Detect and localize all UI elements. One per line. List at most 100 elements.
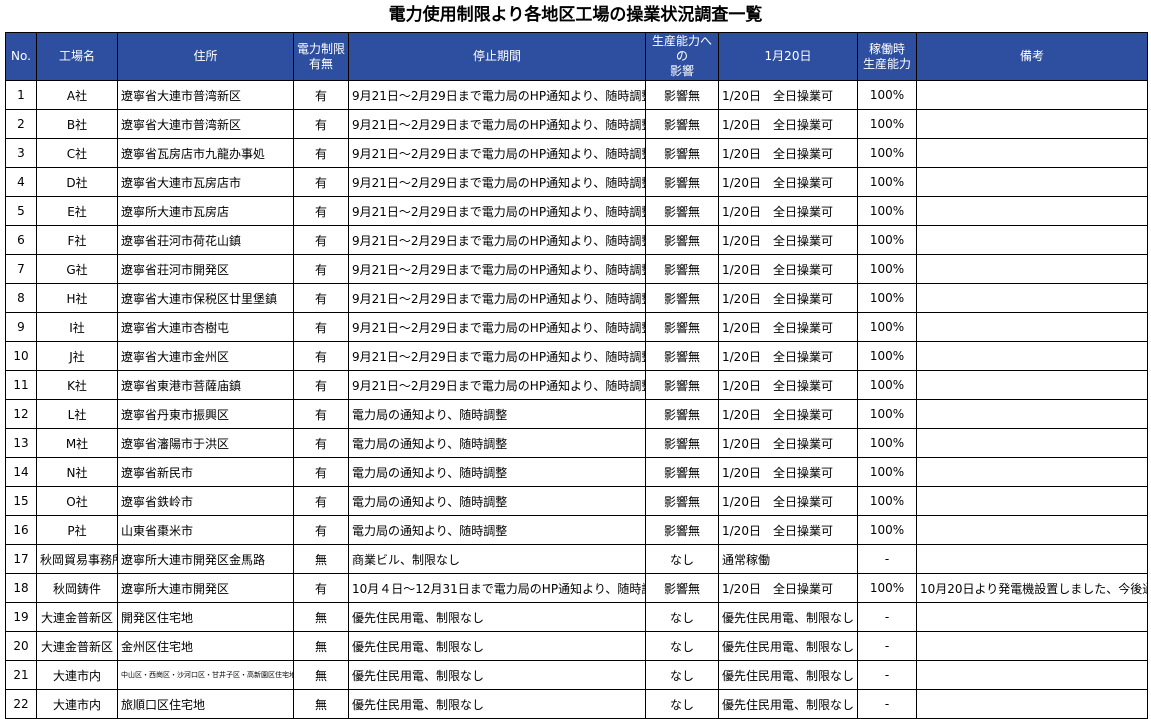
table-cell: 15 — [5, 486, 37, 516]
table-cell: 電力局の通知より、随時調整 — [348, 515, 646, 545]
table-cell: 無 — [293, 544, 349, 574]
header-row: No. 工場名 住所 電力制限 有無 停止期間 生産能力への 影響 1月20日 稼働時 生産能… — [5, 32, 1148, 81]
table-cell: 有 — [293, 254, 349, 284]
table-cell: 21 — [5, 660, 37, 690]
table-cell: 遼寧省大連市瓦房店市 — [117, 167, 294, 197]
table-cell: 1/20日 全日操業可 — [718, 341, 858, 371]
table-row: 3 C社 遼寧省瓦房店市九龍办事処有 9月21日～2月29日まで電力局のHP通知より、… — [5, 138, 1148, 168]
table-cell: 1/20日 全日操業可 — [718, 573, 858, 603]
table-row: 13 M社 遼寧省瀋陽市于洪区有電力局の通知より、随時調整 影響無 1/20日 全日操業… — [5, 428, 1148, 458]
table-cell: 有 — [293, 138, 349, 168]
table-cell: 影響無 — [645, 573, 719, 603]
table-cell: 1/20日 全日操業可 — [718, 167, 858, 197]
table-cell: 有 — [293, 457, 349, 487]
table-cell: 遼寧省大連市普湾新区 — [117, 109, 294, 139]
table-cell: 100% — [857, 196, 917, 226]
table-row: 16 P社 山東省棗米市有電力局の通知より、随時調整 影響無 1/20日 全日操業可 10… — [5, 515, 1148, 545]
table-cell: 100% — [857, 109, 917, 139]
table-cell: 9月21日～2月29日まで電力局のHP通知より、随時調整 — [348, 312, 646, 342]
table-cell: 11 — [5, 370, 37, 400]
table-cell: - — [857, 544, 917, 574]
table-row: 15 O社 遼寧省鉄岭市有電力局の通知より、随時調整 影響無 1/20日 全日操業可 10… — [5, 486, 1148, 516]
table-cell: 影響無 — [645, 138, 719, 168]
table-cell: K社 — [36, 370, 118, 400]
table-cell: なし — [645, 602, 719, 632]
table-cell: 有 — [293, 428, 349, 458]
table-cell: 1/20日 全日操業可 — [718, 109, 858, 139]
table-cell — [916, 80, 1148, 110]
table-row: 22 大連市内 旅順口区住宅地無優先住民用電、制限なし なし 優先住民用電、制限なし - — [5, 689, 1148, 719]
table-cell: - — [857, 689, 917, 719]
status-table: No. 工場名 住所 電力制限 有無 停止期間 生産能力への 影響 1月20日 稼働時 生産能… — [5, 32, 1148, 719]
table-cell: 開発区住宅地 — [117, 602, 294, 632]
table-cell: 19 — [5, 602, 37, 632]
table-cell: 9月21日～2月29日まで電力局のHP通知より、随時調整 — [348, 80, 646, 110]
table-cell: L社 — [36, 399, 118, 429]
table-cell: 影響無 — [645, 428, 719, 458]
table-cell: 18 — [5, 573, 37, 603]
table-row: 9 I社 遼寧省大連市杏樹屯有 9月21日～2月29日まで電力局のHP通知より、随時調… — [5, 312, 1148, 342]
table-row: 4 D社 遼寧省大連市瓦房店市有 9月21日～2月29日まで電力局のHP通知より、随時… — [5, 167, 1148, 197]
table-cell: H社 — [36, 283, 118, 313]
table-cell: 影響無 — [645, 196, 719, 226]
table-cell: 9月21日～2月29日まで電力局のHP通知より、随時調整 — [348, 283, 646, 313]
table-cell: 9月21日～2月29日まで電力局のHP通知より、随時調整 — [348, 109, 646, 139]
table-cell: 1/20日 全日操業可 — [718, 515, 858, 545]
header-cell: 工場名 — [36, 32, 118, 81]
table-cell: 山東省棗米市 — [117, 515, 294, 545]
table-cell: 秋岡鋳件 — [36, 573, 118, 603]
table-cell: N社 — [36, 457, 118, 487]
table-cell: 優先住民用電、制限なし — [348, 660, 646, 690]
table-cell: 100% — [857, 167, 917, 197]
table-cell: 1/20日 全日操業可 — [718, 428, 858, 458]
header-cell: 備考 — [916, 32, 1148, 81]
table-cell: 優先住民用電、制限なし — [348, 602, 646, 632]
table-cell: 17 — [5, 544, 37, 574]
table-cell: 遼寧省大連市保税区廿里堡鎮 — [117, 283, 294, 313]
table-cell: 1/20日 全日操業可 — [718, 457, 858, 487]
table-cell: 10 — [5, 341, 37, 371]
table-cell: J社 — [36, 341, 118, 371]
table-cell: 遼寧省鉄岭市 — [117, 486, 294, 516]
table-cell: なし — [645, 660, 719, 690]
table-cell: 9月21日～2月29日まで電力局のHP通知より、随時調整 — [348, 254, 646, 284]
table-cell: 影響無 — [645, 312, 719, 342]
table-cell: 1/20日 全日操業可 — [718, 370, 858, 400]
table-cell — [916, 341, 1148, 371]
table-cell: 100% — [857, 80, 917, 110]
table-cell: 100% — [857, 370, 917, 400]
table-cell: 優先住民用電、制限なし — [718, 660, 858, 690]
table-cell — [916, 399, 1148, 429]
table-cell: 5 — [5, 196, 37, 226]
table-cell: 8 — [5, 283, 37, 313]
table-cell: 大連金普新区 — [36, 602, 118, 632]
header-cell: No. — [5, 32, 37, 81]
table-cell: 遼寧省瀋陽市于洪区 — [117, 428, 294, 458]
table-cell — [916, 515, 1148, 545]
table-row: 7 G社 遼寧省荘河市開発区有 9月21日～2月29日まで電力局のHP通知より、随時調… — [5, 254, 1148, 284]
table-cell: 100% — [857, 457, 917, 487]
table-cell: 無 — [293, 660, 349, 690]
table-cell: 1/20日 全日操業可 — [718, 80, 858, 110]
table-cell: 影響無 — [645, 341, 719, 371]
table-cell: 9 — [5, 312, 37, 342]
table-cell: 2 — [5, 109, 37, 139]
table-row: 11 K社 遼寧省東港市菩薩庙鎮有 9月21日～2月29日まで電力局のHP通知より、随… — [5, 370, 1148, 400]
table-cell: 影響無 — [645, 370, 719, 400]
table-cell: 100% — [857, 254, 917, 284]
table-row: 19 大連金普新区 開発区住宅地無優先住民用電、制限なし なし 優先住民用電、制限なし - — [5, 602, 1148, 632]
table-cell: 有 — [293, 341, 349, 371]
table-cell — [916, 225, 1148, 255]
table-cell: G社 — [36, 254, 118, 284]
table-cell — [916, 196, 1148, 226]
table-cell: 13 — [5, 428, 37, 458]
table-cell: なし — [645, 631, 719, 661]
table-cell: 9月21日～2月29日まで電力局のHP通知より、随時調整 — [348, 341, 646, 371]
table-cell: 遼寧省荘河市開発区 — [117, 254, 294, 284]
table-cell: 12 — [5, 399, 37, 429]
table-cell — [916, 138, 1148, 168]
table-row: 10 J社 遼寧省大連市金州区有 9月21日～2月29日まで電力局のHP通知より、随時… — [5, 341, 1148, 371]
table-cell: 遼寧省丹東市振興区 — [117, 399, 294, 429]
table-cell: P社 — [36, 515, 118, 545]
